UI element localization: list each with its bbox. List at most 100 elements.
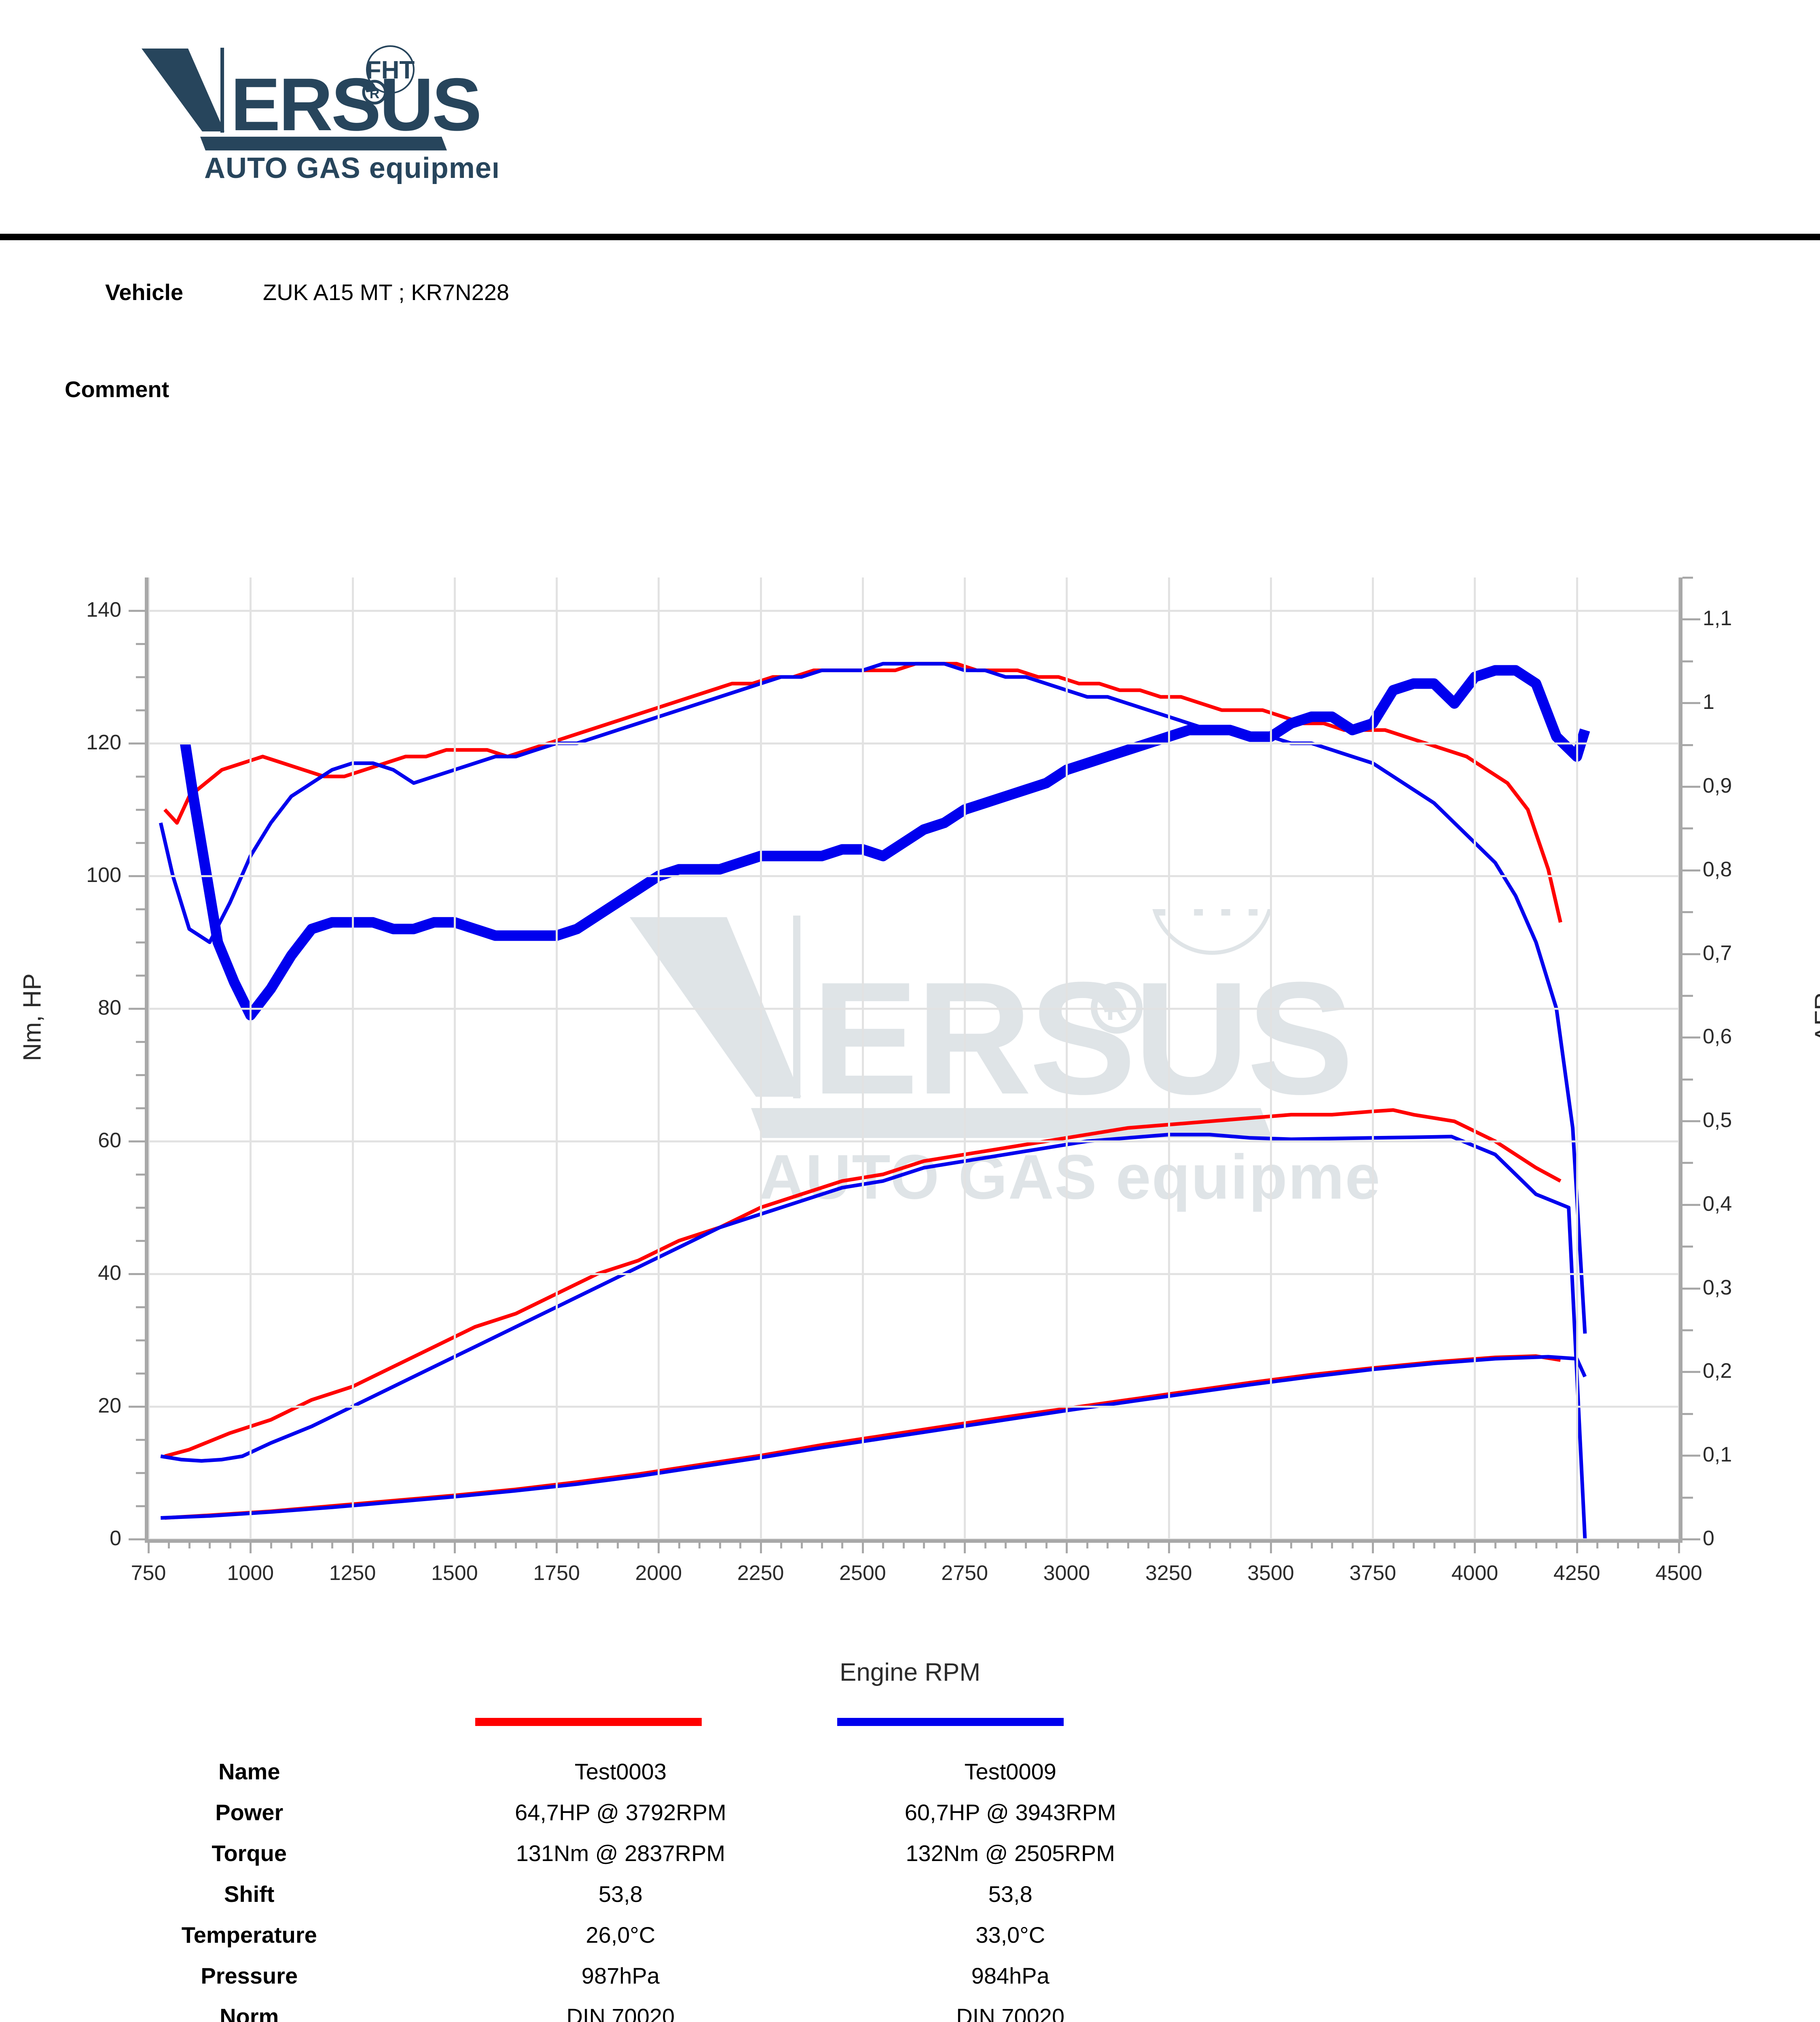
table-cell-series2: 53,8 (988, 1881, 1033, 1907)
x-axis-minor-tick (1433, 1543, 1435, 1548)
x-axis-tick-label: 4000 (1451, 1561, 1498, 1585)
x-axis-minor-tick (902, 1543, 905, 1548)
x-axis-tick-label: 1000 (227, 1561, 274, 1585)
table-cell-series2: Test0009 (964, 1759, 1056, 1784)
table-row-label: Torque (212, 1840, 287, 1866)
y2-axis-minor-tick (1682, 660, 1693, 662)
x-axis-tick-label: 1500 (431, 1561, 478, 1585)
grid-line-vertical (1168, 577, 1170, 1539)
grid-line-vertical (250, 577, 252, 1539)
x-axis-minor-tick (1494, 1543, 1496, 1548)
vehicle-value: ZUK A15 MT ; KR7N228 (263, 279, 509, 305)
y2-axis-tick (1682, 785, 1700, 788)
x-axis-minor-tick (1392, 1543, 1395, 1548)
table-cell-series1: 64,7HP @ 3792RPM (514, 1800, 726, 1825)
table-row: Name Test0003 Test0009 (73, 1751, 1205, 1792)
y2-axis-tick-label: 0,8 (1703, 857, 1732, 881)
x-axis-tick-label: 1750 (533, 1561, 580, 1585)
table-cell-series1: Test0003 (574, 1759, 667, 1784)
grid-line-horizontal (148, 610, 1679, 612)
x-axis-minor-tick (1045, 1543, 1048, 1548)
grid-line-horizontal (148, 1140, 1679, 1142)
x-axis-minor-tick (1107, 1543, 1109, 1548)
y-axis-minor-tick (136, 1074, 146, 1076)
x-axis-tick (351, 1543, 354, 1553)
y2-axis-tick (1682, 953, 1700, 955)
page-header: ERSUS R AUTO GAS equipment FHT (0, 0, 1820, 243)
x-axis-minor-tick (1127, 1543, 1129, 1548)
y2-axis-tick-label: 0,5 (1703, 1108, 1732, 1132)
x-axis-tick-label: 2000 (635, 1561, 682, 1585)
x-axis-minor-tick (372, 1543, 374, 1548)
comment-label: Comment (65, 376, 169, 402)
x-axis-minor-tick (1005, 1543, 1007, 1548)
y-axis-tick (129, 610, 146, 612)
y2-axis-minor-tick (1682, 1246, 1693, 1248)
y-axis-minor-tick (136, 1505, 146, 1507)
y2-axis-tick (1682, 1371, 1700, 1373)
x-axis-minor-tick (535, 1543, 538, 1548)
table-cell-series2: 60,7HP @ 3943RPM (904, 1800, 1116, 1825)
y-axis-minor-tick (136, 975, 146, 977)
x-axis-tick (1270, 1543, 1272, 1553)
table-row: Torque 131Nm @ 2837RPM 132Nm @ 2505RPM (73, 1833, 1205, 1874)
table-cell-series2: 33,0°C (976, 1922, 1045, 1948)
y2-axis-tick (1682, 1036, 1700, 1039)
y2-axis-tick-label: 1,1 (1703, 607, 1732, 630)
x-axis-minor-tick (1515, 1543, 1517, 1548)
y-axis-title-right: AFR (1810, 992, 1820, 1043)
x-axis-minor-tick (637, 1543, 639, 1548)
versus-logo: ERSUS R AUTO GAS equipment FHT (133, 44, 497, 190)
table-row-label: Norm (220, 2004, 279, 2022)
y-axis-tick (129, 1538, 146, 1540)
x-axis-tick-label: 750 (131, 1561, 166, 1585)
y-axis-tick (129, 1140, 146, 1142)
y2-axis-tick-label: 0,6 (1703, 1025, 1732, 1049)
right-axis-tick-labels: 0 0,1 0,2 0,3 0,4 0,5 0,6 0,7 0,8 0,9 1 1,1 (1703, 577, 1820, 1550)
y-axis-minor-tick (136, 809, 146, 811)
x-axis-minor-tick (821, 1543, 823, 1548)
x-axis-minor-tick (1086, 1543, 1088, 1548)
x-axis-minor-tick (1535, 1543, 1537, 1548)
x-axis-minor-tick (1310, 1543, 1313, 1548)
y-axis-minor-tick (136, 941, 146, 943)
left-axis-tick-labels: 0 20 40 60 80 100 120 140 (0, 577, 121, 1550)
x-axis-minor-tick (698, 1543, 701, 1548)
x-axis-minor-tick (1025, 1543, 1027, 1548)
x-axis-minor-tick (229, 1543, 231, 1548)
series-line (160, 1133, 1587, 1539)
table-cell-series1: 53,8 (598, 1881, 643, 1907)
x-axis-tick-label: 3750 (1349, 1561, 1397, 1585)
x-axis-minor-tick (1454, 1543, 1456, 1548)
x-axis-minor-tick (943, 1543, 946, 1548)
grid-line-vertical (964, 577, 966, 1539)
x-axis-tick-label: 3500 (1247, 1561, 1294, 1585)
x-axis-tick (1678, 1543, 1680, 1553)
svg-text:FHT: FHT (366, 56, 415, 84)
header-divider (0, 234, 1820, 240)
legend-swatch (837, 1718, 1064, 1726)
y2-axis-tick (1682, 1287, 1700, 1290)
table-row: Pressure 987hPa 984hPa (73, 1955, 1205, 1996)
x-axis-minor-tick (678, 1543, 680, 1548)
x-axis-minor-tick (596, 1543, 599, 1548)
table-row: Temperature 26,0°C 33,0°C (73, 1914, 1205, 1955)
grid-line-vertical (453, 577, 456, 1539)
legend-color-bars (0, 1718, 1820, 1730)
x-axis-minor-tick (984, 1543, 986, 1548)
results-table-element: Name Test0003 Test0009 Power 64,7HP @ 3792RP… (73, 1751, 1205, 2022)
series-line (161, 1355, 1587, 1520)
y2-axis-minor-tick (1682, 744, 1693, 746)
grid-line-vertical (1678, 577, 1679, 1539)
x-axis-minor-tick (290, 1543, 293, 1548)
table-row-label: Pressure (201, 1963, 298, 1988)
grid-line-vertical (760, 577, 762, 1539)
table-cell-series1: 26,0°C (586, 1922, 656, 1948)
y-axis-tick (129, 1273, 146, 1275)
x-axis-minor-tick (474, 1543, 476, 1548)
table-cell-series2: 132Nm @ 2505RPM (906, 1840, 1115, 1866)
y2-axis-minor-tick (1682, 1329, 1693, 1332)
dyno-chart: 0 20 40 60 80 100 120 140 0 0,1 0,2 0,3 0,4 0,5 0,6 0,… (0, 526, 1820, 1698)
y2-axis-tick-label: 0,1 (1703, 1443, 1732, 1467)
grid-line-vertical (1270, 577, 1272, 1539)
